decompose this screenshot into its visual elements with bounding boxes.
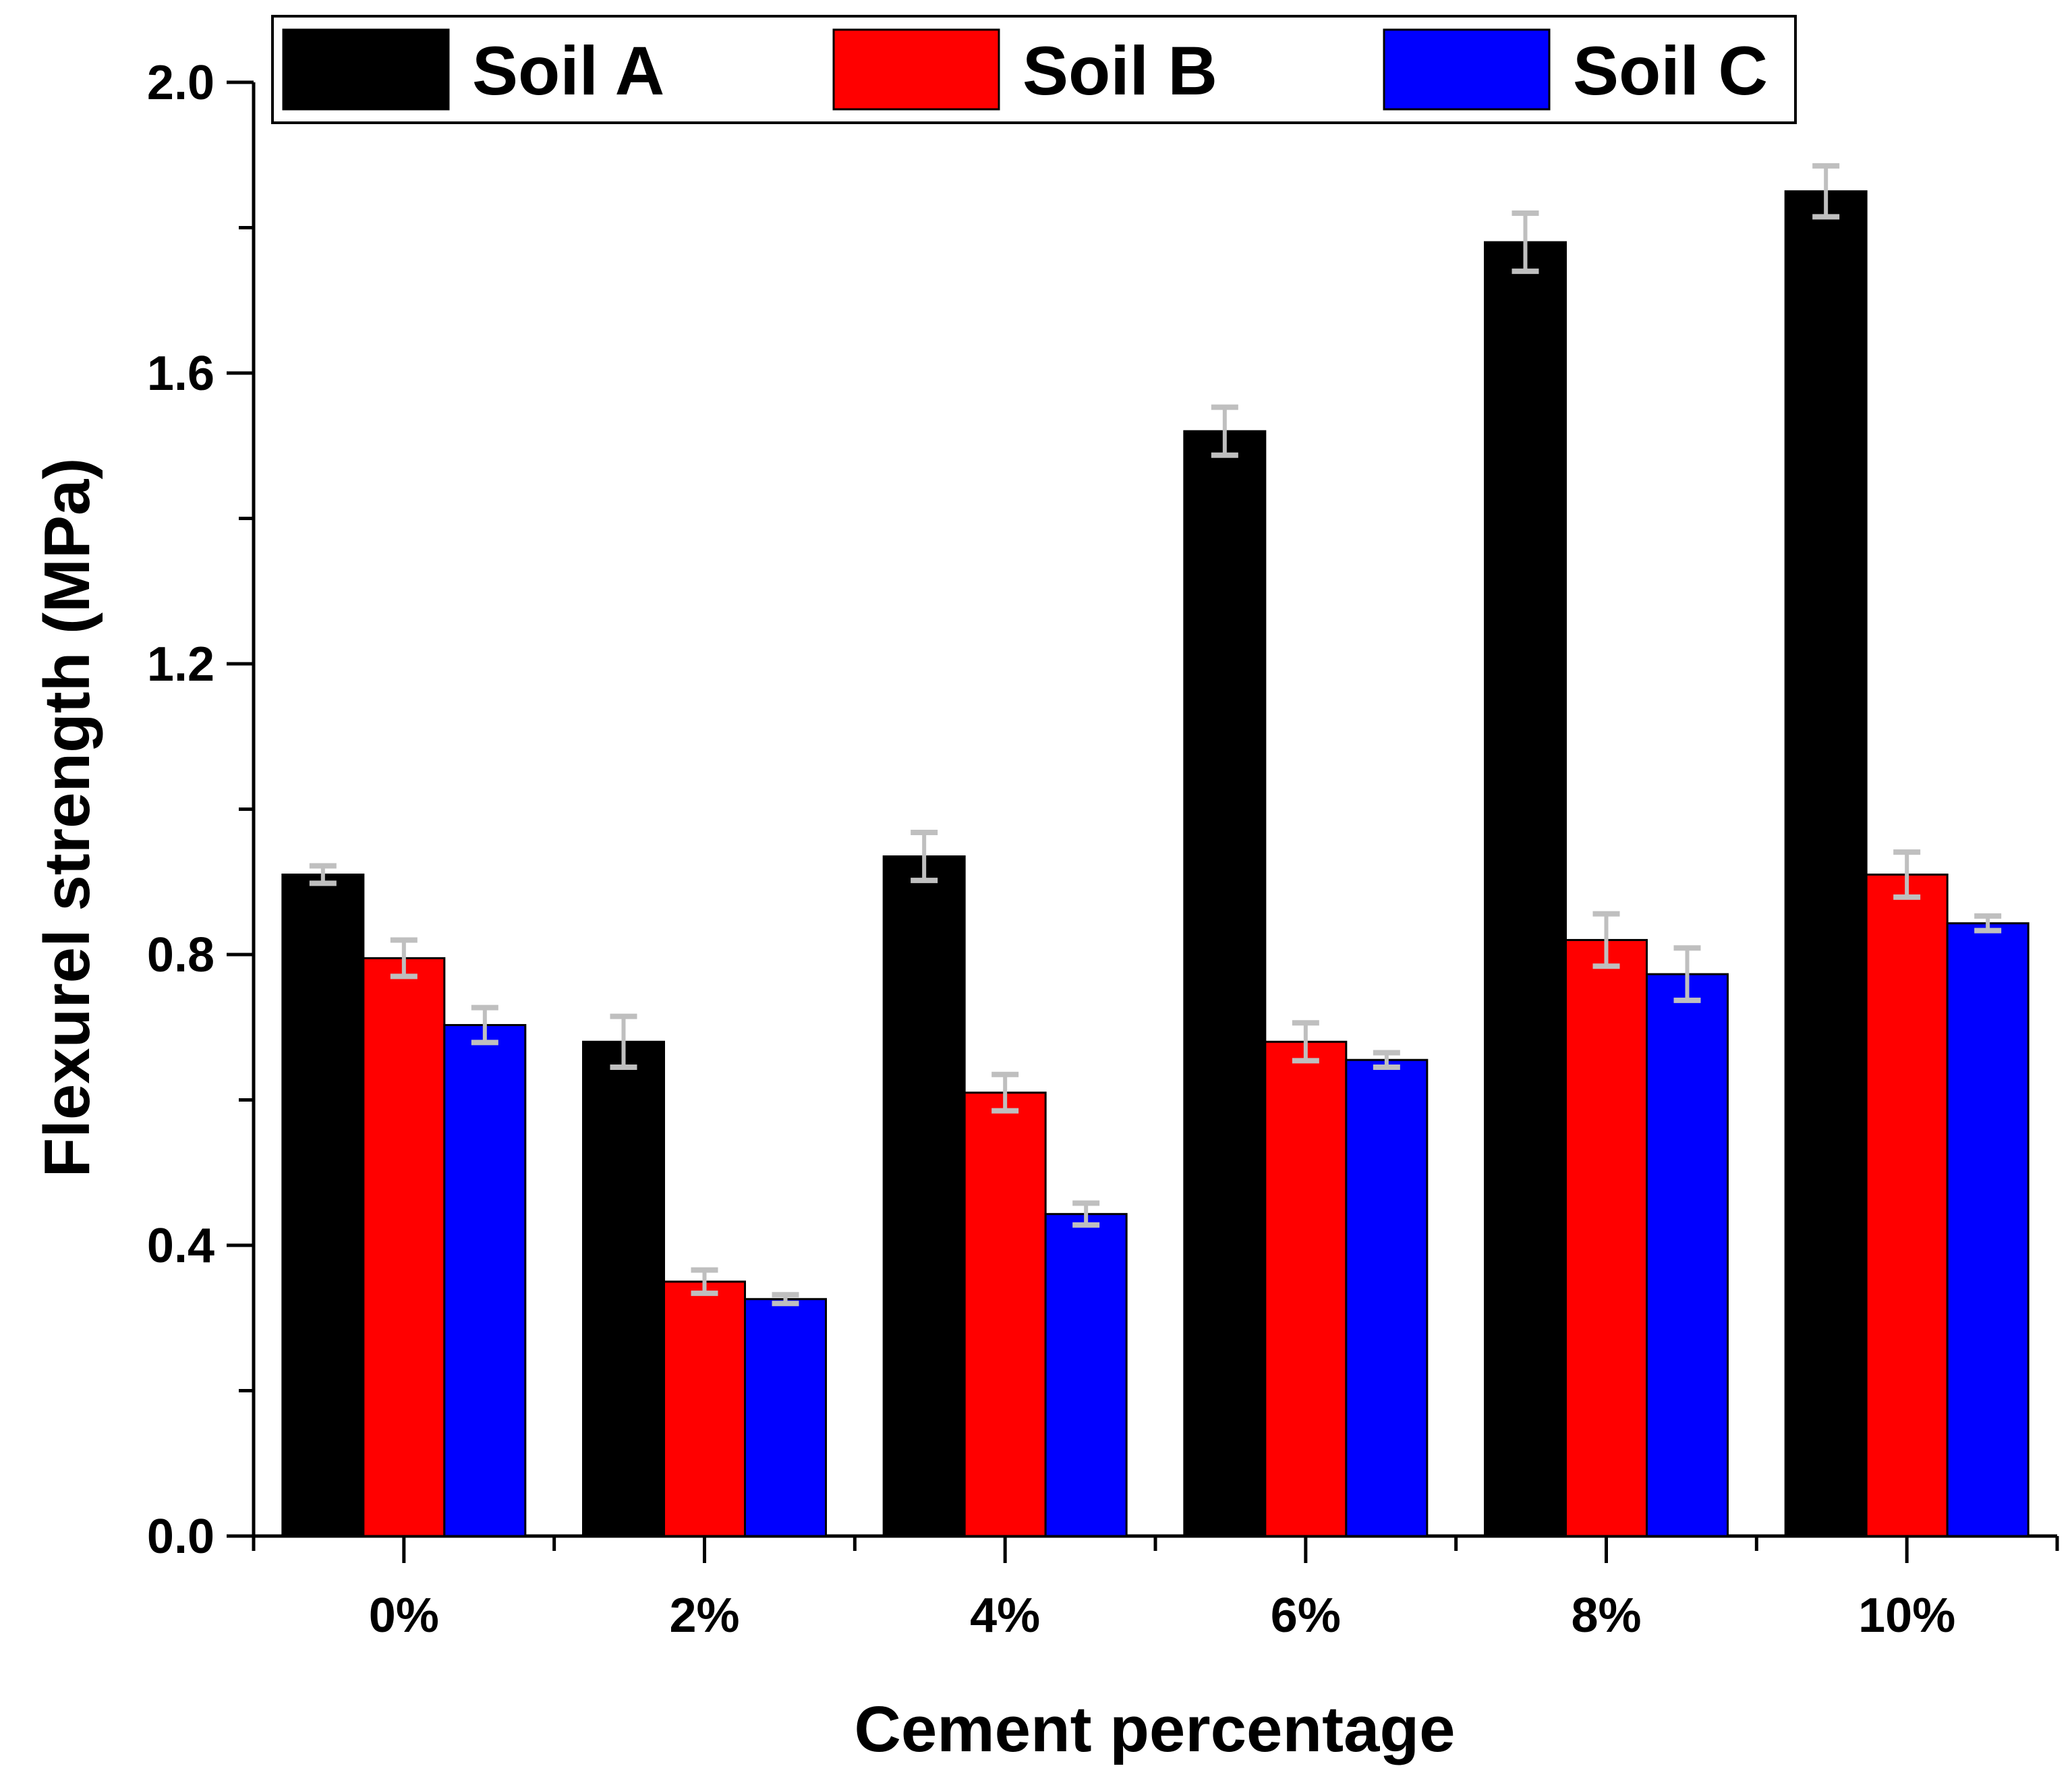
bar [443,1024,527,1537]
bar [582,1040,665,1537]
y-tick-label: 2.0 [147,56,214,110]
x-axis: 0% 2% 4% 6% 8% 10% [252,1534,2059,1643]
y-tick-label: 0.8 [147,928,214,982]
y-axis-title: Flexurel strength (MPa) [31,458,103,1178]
x-tick-label: 6% [1271,1589,1341,1643]
bar [882,855,966,1537]
bar [1865,873,1949,1537]
bar [1345,1058,1429,1537]
bar [1264,1040,1348,1537]
bar [362,957,446,1537]
x-tick-label: 4% [970,1589,1040,1643]
bar [1946,922,2030,1537]
bars [281,190,2030,1537]
bar [663,1280,746,1537]
bar [1646,973,1729,1537]
legend-swatch [282,28,450,111]
x-axis-title: Cement percentage [855,1693,1456,1765]
y-tick-label: 1.2 [147,637,214,691]
bar [1183,430,1267,1537]
x-tick-label: 0% [369,1589,439,1643]
legend-label: Soil C [1573,32,1768,109]
bar [281,873,365,1537]
legend-label: Soil B [1023,32,1217,109]
legend-swatch [1383,28,1551,111]
error-bars [309,163,2002,1307]
x-tick-label: 2% [669,1589,739,1643]
bar [744,1298,827,1537]
bar [1044,1213,1128,1537]
y-tick-label: 0.0 [147,1510,214,1564]
legend-swatch [832,28,1000,111]
y-tick-label: 0.4 [147,1219,214,1273]
legend: Soil A Soil B Soil C [271,15,1797,124]
bar [1565,938,1648,1537]
bar [1784,190,1868,1537]
y-axis: 0.0 0.4 0.8 1.2 1.6 2.0 [147,56,256,1564]
bar [963,1091,1047,1537]
legend-label: Soil A [472,32,664,109]
bar [1484,241,1567,1537]
y-tick-label: 1.6 [147,347,214,401]
x-tick-label: 10% [1858,1589,1955,1643]
x-tick-label: 8% [1571,1589,1641,1643]
